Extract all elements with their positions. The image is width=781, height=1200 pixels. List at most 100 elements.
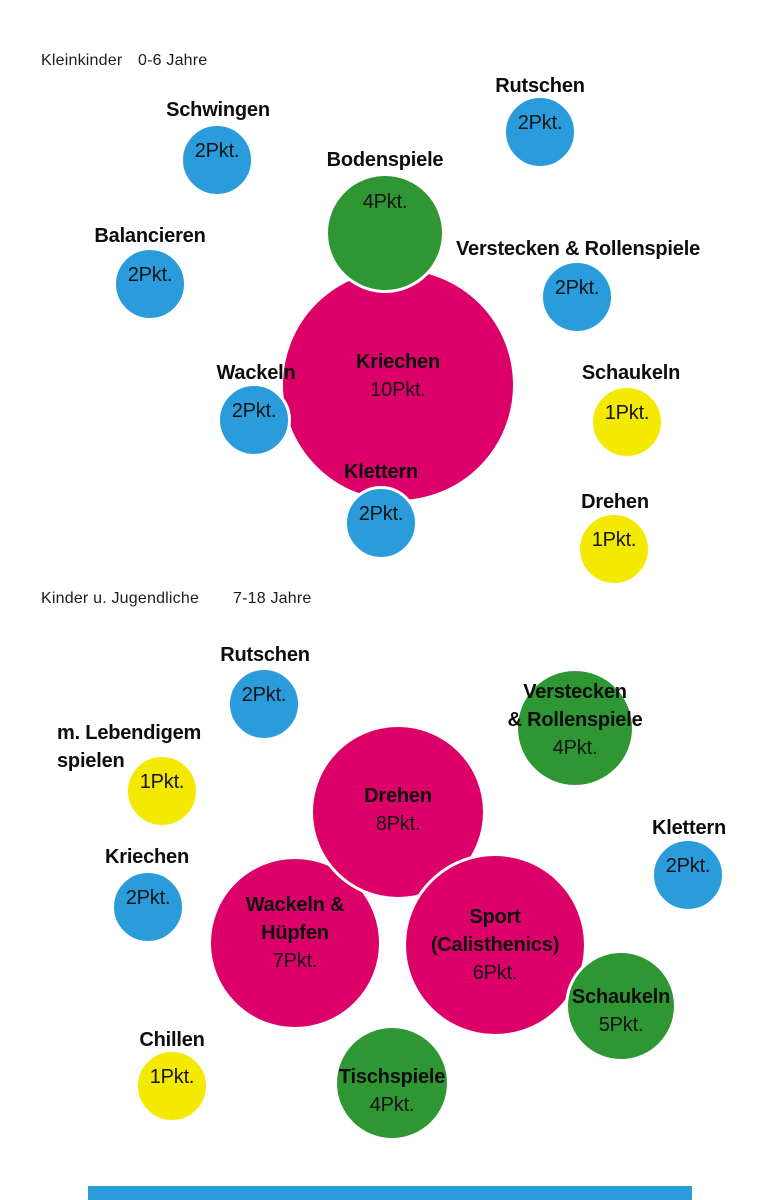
bubble-points-text: 1Pkt. <box>139 771 185 793</box>
section-age-kinder-jugendliche: 7-18 Jahre <box>233 590 312 607</box>
label-kriechen-s1: Kriechen <box>105 843 189 871</box>
bubble-text: 1Pkt. <box>592 526 637 554</box>
bubble-rutschen-s1: 2Pkt. <box>227 667 301 741</box>
label-line: Kriechen <box>105 846 189 868</box>
bubble-text: 1Pkt. <box>605 399 650 427</box>
bubble-text: 2Pkt. <box>195 137 240 165</box>
bubble-points-text: 2Pkt. <box>231 400 277 422</box>
bubble-points-text: 2Pkt. <box>127 264 173 286</box>
bubble-name-text: Wackeln & <box>245 894 345 916</box>
bubble-text: 4Pkt. <box>363 188 408 216</box>
label-line: Rutschen <box>495 75 585 97</box>
label-schaukeln-s0: Schaukeln <box>582 359 680 387</box>
bubble-wackeln-s0: 2Pkt. <box>217 383 291 457</box>
label-line: Wackeln <box>216 362 296 384</box>
label-verstecken-rollenspiele-s0: Verstecken & Rollenspiele <box>456 235 700 263</box>
label-line: Chillen <box>139 1029 205 1051</box>
label-bodenspiele-s0: Bodenspiele <box>327 146 444 174</box>
section-title-kinder-jugendliche: Kinder u. Jugendliche <box>41 590 200 607</box>
bubble-name-text: Verstecken <box>523 681 627 703</box>
label-m-lebendigem-spielen-s1: m. Lebendigem spielen <box>57 719 201 775</box>
label-line: Verstecken & Rollenspiele <box>455 238 701 260</box>
bubble-schaukeln-s0: 1Pkt. <box>590 385 664 459</box>
label-line: Balancieren <box>94 225 206 247</box>
bubble-schwingen-s0: 2Pkt. <box>180 123 254 197</box>
bubble-tischspiele-s1: Tischspiele 4Pkt. <box>334 1025 450 1141</box>
bubble-name-text: (Calisthenics) <box>430 934 560 956</box>
label-line: Schwingen <box>166 99 270 121</box>
bubble-points-text: 2Pkt. <box>358 503 404 525</box>
bubble-verstecken-rollenspiele-s0: 2Pkt. <box>540 260 614 334</box>
bubble-chillen-s1: 1Pkt. <box>135 1049 209 1123</box>
bubble-points-text: 6Pkt. <box>472 962 518 984</box>
bubble-text: Wackeln & Hüpfen 7Pkt. <box>246 891 345 975</box>
bubble-verstecken-rollenspiele-s1: Verstecken & Rollenspiele 4Pkt. <box>508 668 643 788</box>
bubble-schaukeln-s1: Schaukeln 5Pkt. <box>565 950 677 1062</box>
bubble-points-text: 2Pkt. <box>517 112 563 134</box>
bubble-text: 2Pkt. <box>242 681 287 709</box>
bubble-balancieren-s0: 2Pkt. <box>113 247 187 321</box>
label-rutschen-s1: Rutschen <box>220 641 310 669</box>
bubble-name-text: Drehen <box>364 785 432 807</box>
label-line: Klettern <box>652 817 726 839</box>
bubble-text: 2Pkt. <box>555 274 600 302</box>
bubble-text: Drehen 8Pkt. <box>364 782 432 838</box>
bubble-points-text: 5Pkt. <box>598 1014 644 1036</box>
bubble-points-text: 10Pkt. <box>370 379 426 401</box>
bubble-points-text: 4Pkt. <box>369 1094 415 1116</box>
bubble-m-lebendigem-spielen-s1: 1Pkt. <box>125 754 199 828</box>
bubble-name-text: Hüpfen <box>261 922 329 944</box>
bubble-text: Schaukeln 5Pkt. <box>572 983 670 1039</box>
bubble-text: Tischspiele 4Pkt. <box>338 1063 446 1119</box>
label-line: Schaukeln <box>581 362 681 384</box>
label-line: Klettern <box>344 461 418 483</box>
bubble-klettern-s0: 2Pkt. <box>344 486 418 560</box>
bubble-text: 2Pkt. <box>126 884 171 912</box>
bubble-text: 2Pkt. <box>232 397 277 425</box>
label-balancieren-s0: Balancieren <box>94 222 205 250</box>
bubble-drehen-s0: 1Pkt. <box>577 512 651 586</box>
bubble-text: 2Pkt. <box>666 852 711 880</box>
footer-bar <box>88 1186 692 1200</box>
bubble-sport-calisthenics-s1: Sport (Calisthenics) 6Pkt. <box>403 853 587 1037</box>
label-line: Drehen <box>581 491 649 513</box>
label-drehen-s0: Drehen <box>581 488 649 516</box>
bubble-points-text: 2Pkt. <box>554 277 600 299</box>
bubble-name-text: & Rollenspiele <box>507 709 643 731</box>
bubble-text: Kriechen 10Pkt. <box>356 348 440 404</box>
bubble-text: 2Pkt. <box>128 261 173 289</box>
bubble-text: Verstecken & Rollenspiele 4Pkt. <box>508 678 643 762</box>
bubble-points-text: 4Pkt. <box>552 737 598 759</box>
label-line: m. Lebendigem <box>57 722 202 744</box>
bubble-points-text: 1Pkt. <box>149 1066 195 1088</box>
label-rutschen-s0: Rutschen <box>495 72 585 100</box>
bubble-text: 1Pkt. <box>150 1063 195 1091</box>
section-title-kleinkinder: Kleinkinder <box>41 52 123 69</box>
label-klettern-s0: Klettern <box>344 458 418 486</box>
bubble-points-text: 2Pkt. <box>241 684 287 706</box>
bubble-bodenspiele-s0: 4Pkt. <box>325 173 445 293</box>
bubble-points-text: 2Pkt. <box>194 140 240 162</box>
bubble-rutschen-s0: 2Pkt. <box>503 95 577 169</box>
bubble-name-text: Sport <box>469 906 521 928</box>
label-klettern-s1: Klettern <box>652 814 726 842</box>
label-schwingen-s0: Schwingen <box>166 96 270 124</box>
bubble-name-text: Kriechen <box>356 351 440 373</box>
bubble-kriechen-s0: Kriechen 10Pkt. <box>280 267 516 503</box>
section-age-kleinkinder: 0-6 Jahre <box>138 52 208 69</box>
label-chillen-s1: Chillen <box>139 1026 204 1054</box>
bubble-points-text: 2Pkt. <box>665 855 711 877</box>
bubble-text: 1Pkt. <box>140 768 185 796</box>
bubble-text: 2Pkt. <box>359 500 404 528</box>
bubble-points-text: 2Pkt. <box>125 887 171 909</box>
bubble-points-text: 7Pkt. <box>272 950 318 972</box>
label-line: Rutschen <box>220 644 310 666</box>
bubble-points-text: 8Pkt. <box>375 813 421 835</box>
label-line: spielen <box>57 750 125 772</box>
bubble-points-text: 1Pkt. <box>604 402 650 424</box>
bubble-kriechen-s1: 2Pkt. <box>111 870 185 944</box>
bubble-name-text: Tischspiele <box>338 1066 446 1088</box>
bubble-points-text: 4Pkt. <box>362 191 408 213</box>
bubble-text: Sport (Calisthenics) 6Pkt. <box>430 903 560 987</box>
